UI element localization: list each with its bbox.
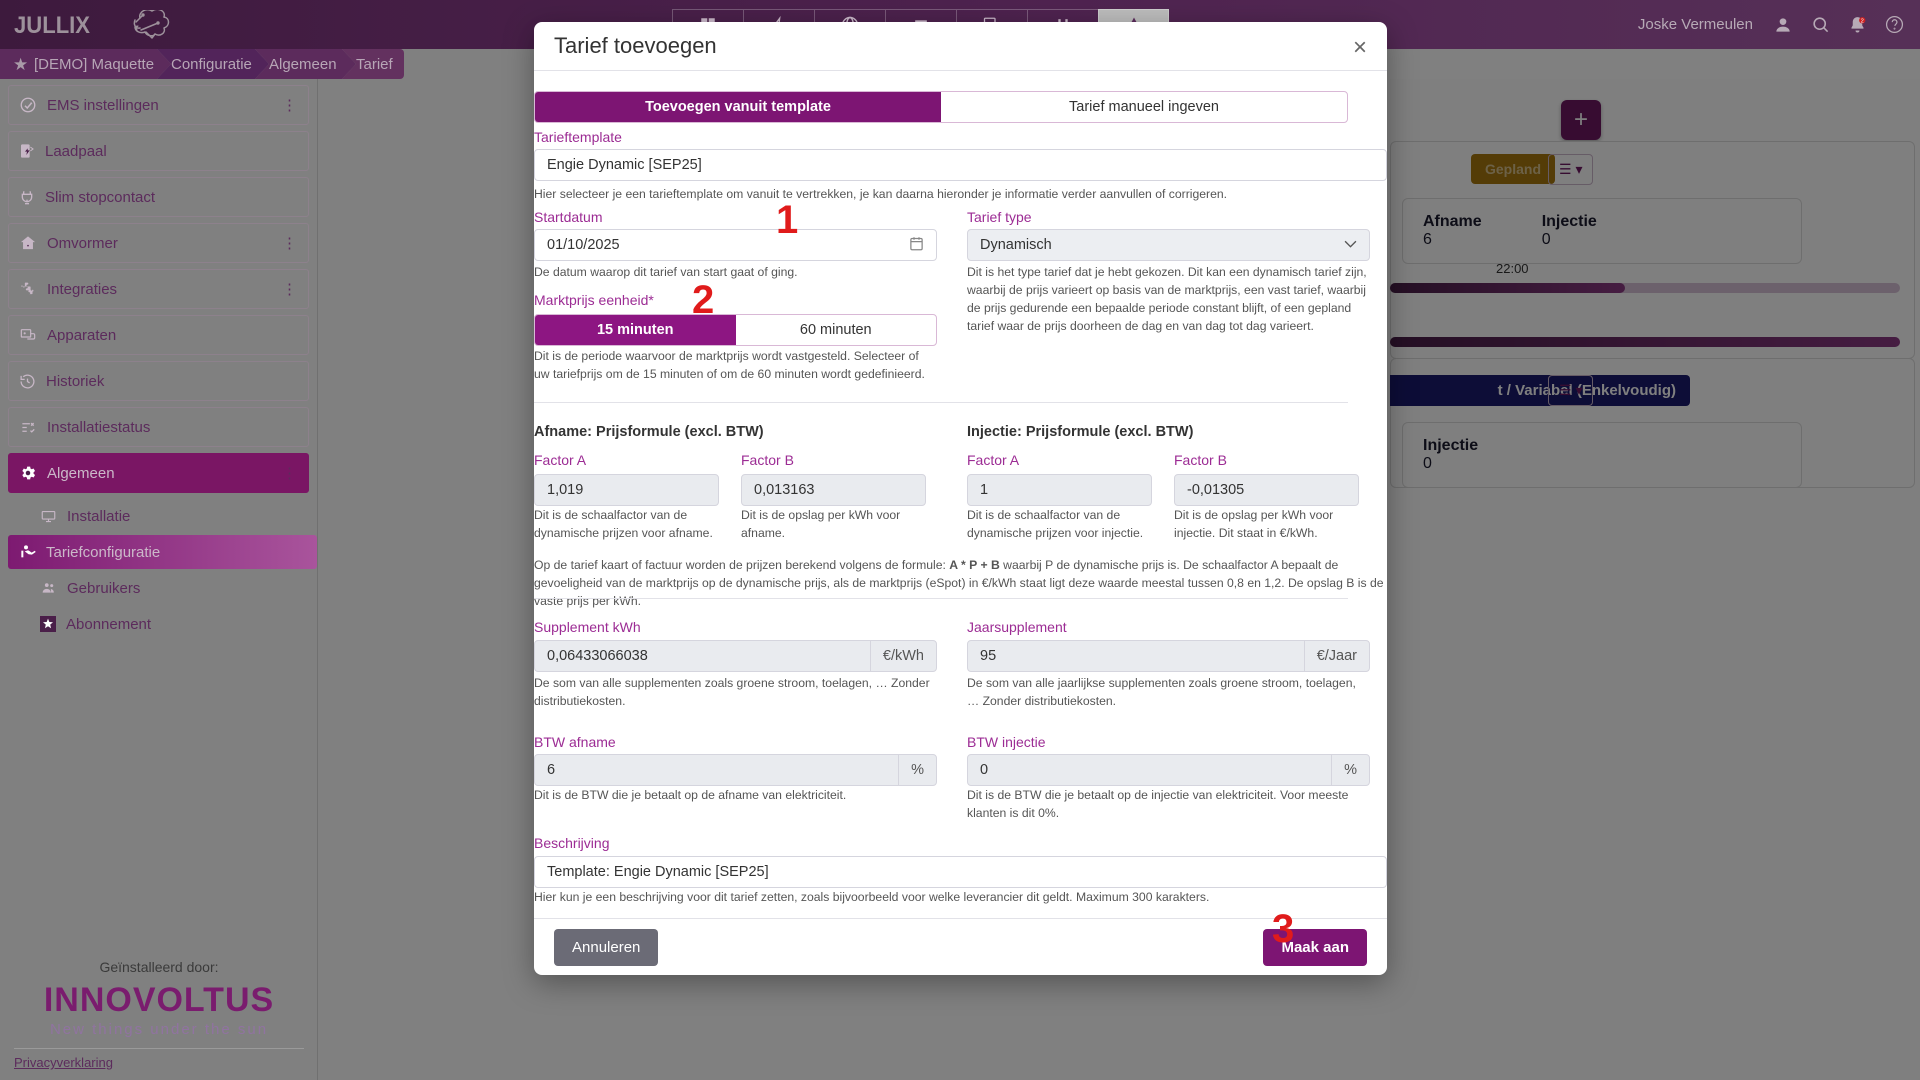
svg-text:JULLIX: JULLIX xyxy=(14,11,91,38)
svg-text:2: 2 xyxy=(1861,18,1864,24)
